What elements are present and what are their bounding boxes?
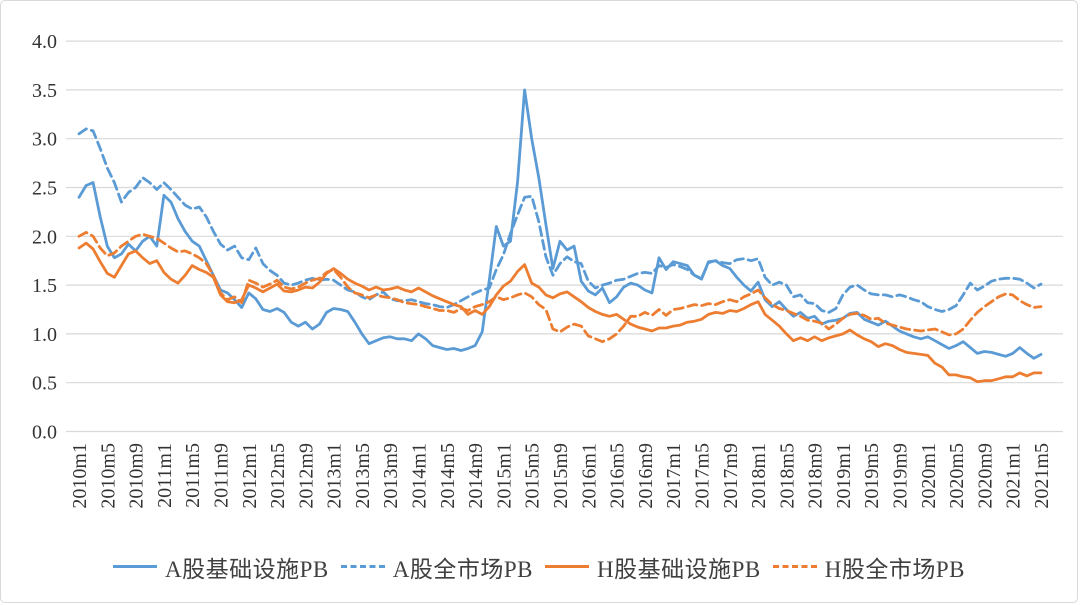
x-tick-label: 2012m9 — [295, 443, 317, 509]
y-tick-label: 1.5 — [32, 275, 57, 297]
x-tick-label: 2013m9 — [380, 443, 402, 509]
x-tick-label: 2018m1 — [748, 443, 770, 509]
x-tick-label: 2011m1 — [154, 443, 176, 508]
x-tick-label: 2016m9 — [635, 443, 657, 509]
chart-legend: A股基础设施PB A股全市场PB H股基础设施PB H股全市场PB — [1, 541, 1077, 602]
x-tick-label: 2020m9 — [974, 443, 996, 509]
x-tick-label: 2018m9 — [805, 443, 827, 509]
x-tick-label: 2010m5 — [97, 443, 119, 509]
series-line-1 — [77, 127, 1043, 314]
solid-orange-line-icon — [545, 565, 589, 568]
solid-blue-line-icon — [113, 565, 157, 568]
y-tick-label: 3.5 — [32, 80, 57, 102]
y-tick-label: 1.0 — [32, 324, 57, 346]
legend-label: A股基础设施PB — [165, 556, 329, 582]
x-tick-label: 2018m5 — [776, 443, 798, 509]
series-line-0 — [77, 88, 1043, 360]
x-tick-label: 2013m5 — [352, 443, 374, 509]
x-tick-label: 2019m9 — [890, 443, 912, 509]
legend-label: H股全市场PB — [824, 556, 965, 582]
x-tick-label: 2015m1 — [493, 443, 515, 509]
y-tick-label: 3.0 — [32, 129, 57, 151]
legend-label: H股基础设施PB — [597, 556, 761, 582]
x-tick-label: 2017m5 — [692, 443, 714, 509]
legend-label: A股全市场PB — [392, 556, 533, 582]
legend-item-a-infra: A股基础设施PB — [113, 550, 329, 584]
x-tick-label: 2021m1 — [1003, 443, 1025, 509]
x-tick-label: 2010m1 — [69, 443, 91, 509]
y-tick-label: 2.5 — [32, 178, 57, 200]
y-tick-label: 0.5 — [32, 373, 57, 395]
chart-canvas: 0.0 0.5 1.0 1.5 2.0 2.5 3.0 3.5 4.0 2010m1 2010m5 2… — [32, 31, 1063, 509]
x-tick-label: 2013m1 — [324, 443, 346, 509]
y-tick-label: 2.0 — [32, 226, 57, 248]
x-tick-label: 2019m1 — [833, 443, 855, 509]
series-line-3 — [77, 230, 1043, 344]
x-tick-label: 2012m1 — [239, 443, 261, 509]
x-tick-label: 2011m5 — [182, 443, 204, 508]
dashed-orange-line-icon — [772, 565, 817, 568]
x-tick-label: 2015m9 — [550, 443, 572, 509]
x-tick-label: 2021m5 — [1031, 443, 1053, 509]
x-tick-label: 2010m9 — [126, 443, 148, 509]
x-tick-label: 2014m5 — [437, 443, 459, 509]
dashed-blue-line-icon — [340, 565, 385, 568]
x-tick-label: 2015m5 — [522, 443, 544, 509]
x-tick-label: 2014m1 — [409, 443, 431, 509]
legend-item-h-infra: H股基础设施PB — [545, 550, 761, 584]
legend-item-a-market: A股全市场PB — [340, 550, 533, 584]
y-tick-label: 0.0 — [32, 422, 57, 444]
x-tick-label: 2012m5 — [267, 443, 289, 509]
x-tick-label: 2014m9 — [465, 443, 487, 509]
y-tick-label: 4.0 — [32, 31, 57, 53]
x-tick-label: 2020m1 — [918, 443, 940, 509]
x-tick-label: 2019m5 — [861, 443, 883, 509]
x-tick-label: 2017m9 — [720, 443, 742, 509]
x-tick-label: 2016m1 — [578, 443, 600, 509]
legend-item-h-market: H股全市场PB — [772, 550, 965, 584]
x-tick-label: 2017m1 — [663, 443, 685, 509]
x-tick-label: 2016m5 — [607, 443, 629, 509]
plot-area: 0.0 0.5 1.0 1.5 2.0 2.5 3.0 3.5 4.0 2010m1 2010m5 2… — [1, 1, 1077, 541]
x-tick-label: 2020m5 — [946, 443, 968, 509]
x-tick-label: 2011m9 — [211, 443, 233, 508]
